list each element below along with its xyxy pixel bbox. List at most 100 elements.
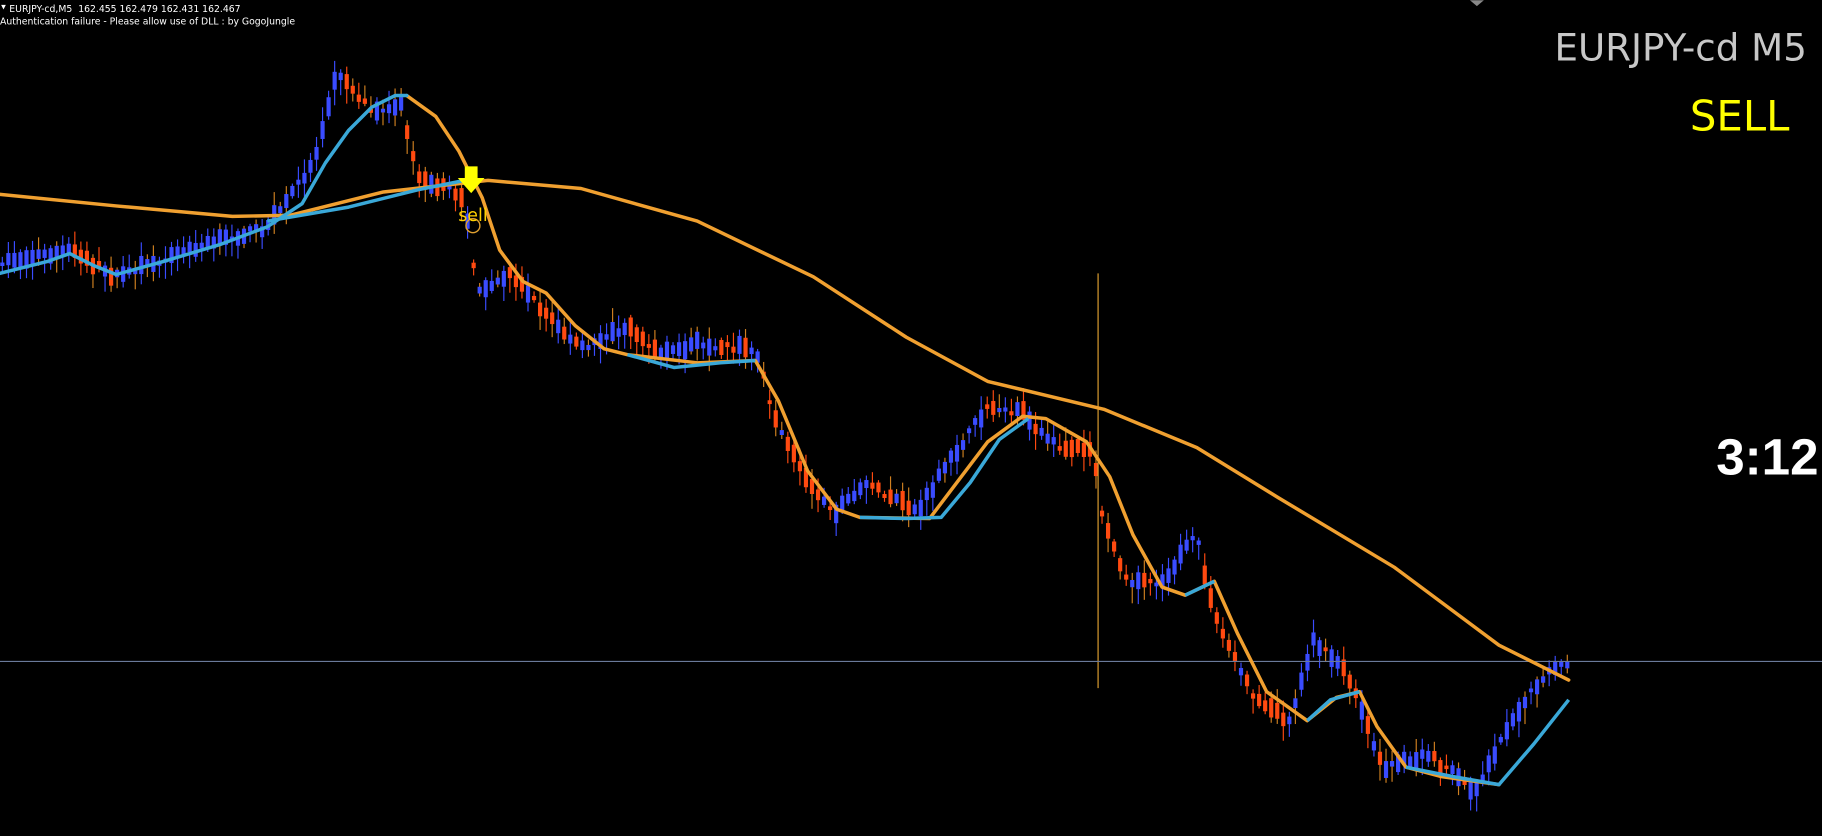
candle-body bbox=[924, 487, 929, 501]
candle-body bbox=[755, 351, 760, 363]
candle-body bbox=[1468, 780, 1473, 800]
candle-body bbox=[531, 295, 537, 301]
candle-body bbox=[652, 339, 657, 359]
candle-body bbox=[1281, 712, 1286, 727]
candle-body bbox=[1263, 700, 1268, 712]
candle-body bbox=[1015, 402, 1020, 416]
candle-body bbox=[1148, 578, 1153, 584]
candle-body bbox=[683, 341, 688, 360]
candle-body bbox=[930, 482, 935, 498]
candle-body bbox=[296, 179, 301, 185]
candle-body bbox=[1341, 659, 1346, 677]
symbol-info: EURJPY-cd,M5 162.455 162.479 162.431 162… bbox=[9, 4, 240, 15]
candle-body bbox=[1480, 774, 1485, 783]
candle-body bbox=[960, 440, 966, 450]
fast-ma bbox=[1184, 579, 1216, 597]
candle-body bbox=[72, 244, 77, 258]
candle-body bbox=[471, 262, 476, 269]
candle-body bbox=[133, 270, 138, 275]
candle-body bbox=[338, 72, 343, 81]
candle-body bbox=[6, 253, 11, 266]
candle-body bbox=[556, 319, 561, 334]
candle-body bbox=[997, 407, 1002, 413]
candle-body bbox=[48, 248, 53, 264]
candle-body bbox=[828, 506, 833, 511]
candle-body bbox=[701, 342, 706, 349]
fast-ma bbox=[0, 93, 409, 277]
candle-body bbox=[1244, 674, 1250, 687]
fast-ma bbox=[1306, 689, 1360, 722]
candle-body bbox=[1184, 539, 1189, 551]
candle-body bbox=[386, 104, 392, 114]
candle-body bbox=[846, 493, 851, 504]
candle-body bbox=[1438, 760, 1443, 774]
candle-body bbox=[513, 275, 519, 288]
candle-body bbox=[1396, 754, 1401, 773]
status-message: Authentication failure - Please allow us… bbox=[0, 17, 295, 28]
candle-body bbox=[483, 280, 488, 298]
candle-body bbox=[36, 249, 41, 259]
candle-body bbox=[1420, 749, 1425, 759]
candle-body bbox=[713, 346, 718, 351]
candle-body bbox=[507, 267, 512, 279]
candle-body bbox=[1093, 463, 1099, 477]
candle-body bbox=[1166, 568, 1171, 583]
candle-body bbox=[193, 243, 198, 257]
candle-body bbox=[1045, 433, 1050, 444]
candle-body bbox=[1541, 676, 1546, 683]
candle-body bbox=[1389, 761, 1395, 767]
candle-body bbox=[211, 236, 216, 249]
candle-body bbox=[1081, 442, 1086, 457]
candle-body bbox=[380, 108, 386, 113]
signal-label: SELL bbox=[1690, 91, 1790, 140]
candle-body bbox=[737, 335, 742, 354]
candle-body bbox=[622, 322, 627, 336]
shift-marker bbox=[1469, 0, 1484, 7]
candle-body bbox=[290, 185, 295, 197]
candle-body bbox=[1033, 423, 1038, 435]
candle-body bbox=[852, 490, 857, 502]
candle-body bbox=[42, 249, 47, 258]
candle-body bbox=[356, 94, 361, 102]
candle-body bbox=[320, 121, 325, 139]
candle-body bbox=[586, 344, 591, 351]
candle-body bbox=[30, 249, 35, 265]
candle-body bbox=[1311, 632, 1316, 646]
candle-body bbox=[779, 430, 784, 436]
candle-body bbox=[991, 400, 996, 415]
candle-body bbox=[979, 409, 984, 428]
candle-body bbox=[254, 224, 259, 231]
candle-body bbox=[66, 243, 71, 254]
candle-body bbox=[967, 428, 972, 434]
candle-body bbox=[1051, 437, 1056, 445]
candle-body bbox=[876, 482, 881, 493]
candle-body bbox=[247, 226, 253, 232]
candle-body bbox=[1498, 737, 1503, 743]
candle-body bbox=[12, 252, 17, 268]
candle-body bbox=[181, 247, 186, 257]
candle-body bbox=[392, 99, 398, 116]
candle-body bbox=[108, 267, 114, 286]
candle-body bbox=[676, 342, 682, 357]
candle-body bbox=[767, 400, 772, 405]
candle-body bbox=[550, 312, 555, 325]
candle-body bbox=[78, 249, 83, 264]
candle-body bbox=[1160, 574, 1165, 588]
candle-body bbox=[447, 185, 452, 190]
candle-body bbox=[60, 245, 65, 255]
candle-body bbox=[1003, 407, 1008, 412]
candle-body bbox=[54, 245, 59, 258]
candle-body bbox=[616, 328, 621, 337]
candle-body bbox=[791, 444, 796, 463]
candle-body bbox=[1275, 702, 1280, 719]
candle-body bbox=[912, 504, 917, 515]
candle-body bbox=[840, 495, 845, 511]
candle-body bbox=[834, 504, 839, 524]
candle-body bbox=[1287, 716, 1292, 725]
candle-body bbox=[743, 337, 748, 358]
candle-body bbox=[260, 226, 265, 238]
candle-body bbox=[664, 341, 670, 359]
candle-body bbox=[610, 321, 615, 342]
